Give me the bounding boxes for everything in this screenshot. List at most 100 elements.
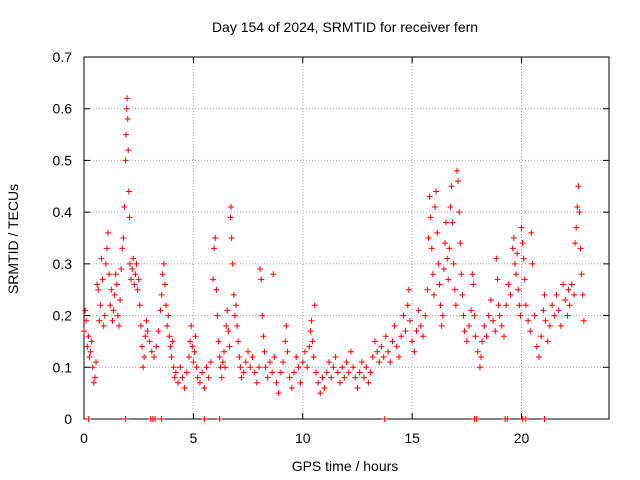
data-point [228, 203, 234, 210]
data-point [308, 317, 315, 324]
data-point [299, 359, 306, 366]
data-point [129, 266, 136, 273]
data-point [517, 312, 524, 319]
data-point [509, 245, 516, 252]
data-point [405, 286, 412, 293]
data-point [97, 302, 104, 309]
data-point [84, 343, 91, 350]
data-point [507, 291, 514, 298]
data-point [148, 348, 155, 355]
data-point [218, 374, 225, 381]
data-point [510, 235, 517, 241]
data-point [409, 338, 416, 345]
data-point [354, 384, 361, 391]
data-point [103, 245, 110, 252]
data-point [572, 240, 579, 247]
data-point [231, 312, 238, 319]
data-point [160, 260, 167, 267]
data-point [367, 369, 374, 376]
data-point [544, 338, 551, 345]
data-point [501, 333, 507, 340]
data-point [332, 353, 339, 360]
data-point [158, 291, 165, 298]
data-point [573, 224, 580, 231]
zero-value-point [541, 416, 548, 422]
data-point [123, 131, 129, 138]
zero-value-point [473, 416, 480, 422]
data-point [336, 379, 343, 386]
data-point [445, 276, 452, 283]
data-point [105, 229, 112, 236]
data-point [452, 302, 459, 309]
data-point [192, 333, 199, 340]
data-point [140, 364, 147, 371]
data-point [470, 281, 477, 288]
data-point [229, 260, 236, 267]
data-point [91, 374, 98, 381]
data-point [456, 209, 463, 216]
data-point [169, 338, 176, 345]
data-point [187, 338, 194, 345]
data-point [124, 116, 131, 123]
data-point [309, 338, 316, 345]
data-point [474, 348, 481, 355]
data-point [560, 281, 567, 288]
data-point [190, 359, 197, 366]
data-point [211, 245, 218, 252]
data-point [196, 379, 203, 386]
data-point [334, 369, 341, 376]
y-axis-label: SRMTID / TECUs [5, 184, 21, 294]
data-point [269, 369, 276, 376]
data-point [378, 343, 385, 350]
data-point [144, 328, 151, 335]
data-point [266, 359, 273, 366]
data-point [212, 235, 219, 241]
data-point [99, 276, 106, 283]
data-point [471, 312, 478, 319]
data-point [262, 364, 269, 371]
data-point [110, 307, 117, 314]
data-point [466, 322, 472, 329]
data-point [553, 291, 560, 298]
data-point [546, 322, 553, 329]
data-point [260, 333, 267, 340]
zero-value-point [522, 416, 529, 422]
data-point [177, 364, 184, 371]
data-point [175, 379, 182, 386]
data-point [83, 317, 90, 324]
data-point [146, 338, 153, 345]
data-point [90, 379, 97, 386]
data-point [82, 307, 89, 314]
data-point [122, 157, 129, 164]
data-point [369, 353, 376, 360]
data-point [498, 322, 505, 329]
data-point [224, 307, 231, 314]
data-point [256, 364, 262, 371]
y-tick-label: 0 [64, 411, 72, 427]
data-point [398, 333, 405, 340]
data-point [172, 369, 179, 376]
data-point [514, 250, 521, 257]
data-point [163, 302, 170, 309]
data-point [225, 328, 232, 335]
data-point [181, 384, 188, 391]
data-point [257, 266, 264, 273]
data-point [131, 281, 138, 288]
data-point [460, 312, 467, 319]
data-point [112, 271, 119, 278]
data-point [171, 374, 178, 381]
data-point [443, 219, 450, 226]
data-point [326, 359, 332, 366]
data-point [374, 348, 381, 355]
data-point [529, 260, 536, 267]
data-point [404, 302, 411, 309]
data-point [365, 379, 372, 386]
data-point [451, 286, 458, 293]
data-point [352, 374, 359, 381]
data-point [511, 260, 518, 267]
data-point [527, 328, 534, 335]
data-point [159, 271, 166, 278]
data-point [101, 312, 108, 319]
data-point [525, 317, 532, 324]
data-point [199, 369, 206, 376]
